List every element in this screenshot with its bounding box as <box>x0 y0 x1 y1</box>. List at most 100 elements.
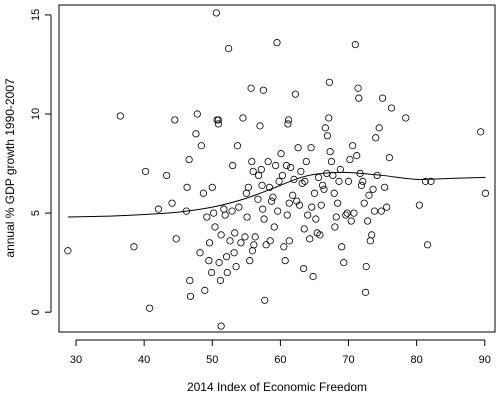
data-point <box>310 189 319 197</box>
data-point <box>213 116 221 124</box>
data-point <box>327 157 336 166</box>
x-tick-label: 60 <box>274 354 286 366</box>
data-point <box>223 268 231 277</box>
data-point <box>321 124 329 132</box>
data-point <box>334 199 342 207</box>
data-point <box>335 177 343 185</box>
data-point <box>212 9 220 17</box>
data-point <box>186 292 195 300</box>
data-point <box>362 262 370 271</box>
data-point <box>274 207 282 215</box>
data-point <box>225 44 233 53</box>
smooth-trend-line <box>67 171 486 218</box>
data-point <box>277 150 285 158</box>
y-tick-label: 0 <box>30 309 42 315</box>
data-point <box>208 268 216 277</box>
data-point <box>249 167 257 176</box>
data-point <box>243 213 251 221</box>
data-point <box>251 233 259 241</box>
data-point <box>284 120 292 128</box>
data-point <box>215 259 223 267</box>
data-point <box>323 132 332 140</box>
data-point <box>306 235 314 243</box>
data-point <box>365 191 373 199</box>
data-point <box>231 229 239 237</box>
data-point <box>246 257 254 265</box>
data-point <box>141 167 150 176</box>
data-point <box>275 177 283 185</box>
data-point <box>415 201 423 209</box>
data-point <box>265 183 274 191</box>
data-point <box>293 197 301 205</box>
data-point <box>347 217 355 225</box>
data-point <box>233 142 242 150</box>
data-point <box>214 116 223 124</box>
data-point <box>146 304 154 312</box>
data-point <box>217 322 225 330</box>
data-point <box>208 183 216 191</box>
data-point <box>350 209 358 217</box>
data-point <box>186 276 194 285</box>
data-point <box>338 243 346 251</box>
data-point <box>319 181 327 189</box>
data-point <box>284 116 293 124</box>
data-point <box>354 84 362 92</box>
data-point <box>349 142 357 150</box>
data-point <box>302 157 310 166</box>
data-point <box>241 233 249 241</box>
data-point <box>244 183 252 191</box>
data-point <box>242 189 250 197</box>
data-point <box>285 237 293 245</box>
data-point <box>255 171 263 180</box>
y-tick-label: 10 <box>30 108 42 120</box>
x-axis-title: 2014 Index of Economic Freedom <box>187 380 367 394</box>
data-point <box>270 223 278 231</box>
x-tick-label: 80 <box>411 354 423 366</box>
data-point <box>205 257 213 265</box>
data-point <box>278 171 287 180</box>
data-point <box>283 211 291 219</box>
data-point <box>280 243 288 251</box>
data-points <box>64 9 490 330</box>
data-point <box>402 114 410 122</box>
data-point <box>477 128 485 136</box>
data-point <box>372 134 380 142</box>
data-point <box>343 209 351 217</box>
data-point <box>285 199 293 207</box>
data-point <box>221 211 229 219</box>
data-point <box>378 94 387 102</box>
data-point <box>427 177 435 185</box>
data-point <box>259 205 267 213</box>
data-point <box>130 243 138 251</box>
data-point <box>332 213 340 221</box>
data-point <box>247 84 255 92</box>
data-point <box>222 253 231 261</box>
data-point <box>317 201 325 209</box>
data-point <box>267 197 276 205</box>
data-point <box>201 286 209 294</box>
x-tick-label: 30 <box>70 354 82 366</box>
data-point <box>331 223 339 231</box>
data-point <box>282 161 291 170</box>
y-axis: 0 5 10 15 <box>30 9 52 315</box>
data-point <box>203 213 211 221</box>
y-tick-label: 5 <box>30 210 42 216</box>
data-point <box>210 209 218 217</box>
data-point <box>163 171 171 180</box>
data-point <box>353 152 361 160</box>
data-point <box>211 223 219 231</box>
data-point <box>342 211 350 219</box>
data-point <box>257 165 265 174</box>
data-point <box>192 130 200 138</box>
data-point <box>385 154 394 162</box>
data-point <box>295 201 304 209</box>
data-point <box>248 157 256 166</box>
data-point <box>216 276 225 285</box>
data-point <box>325 114 333 122</box>
data-point <box>199 189 208 197</box>
y-tick-label: 15 <box>30 9 42 21</box>
x-tick-label: 50 <box>206 354 218 366</box>
data-point <box>154 205 163 213</box>
data-point <box>300 225 308 233</box>
